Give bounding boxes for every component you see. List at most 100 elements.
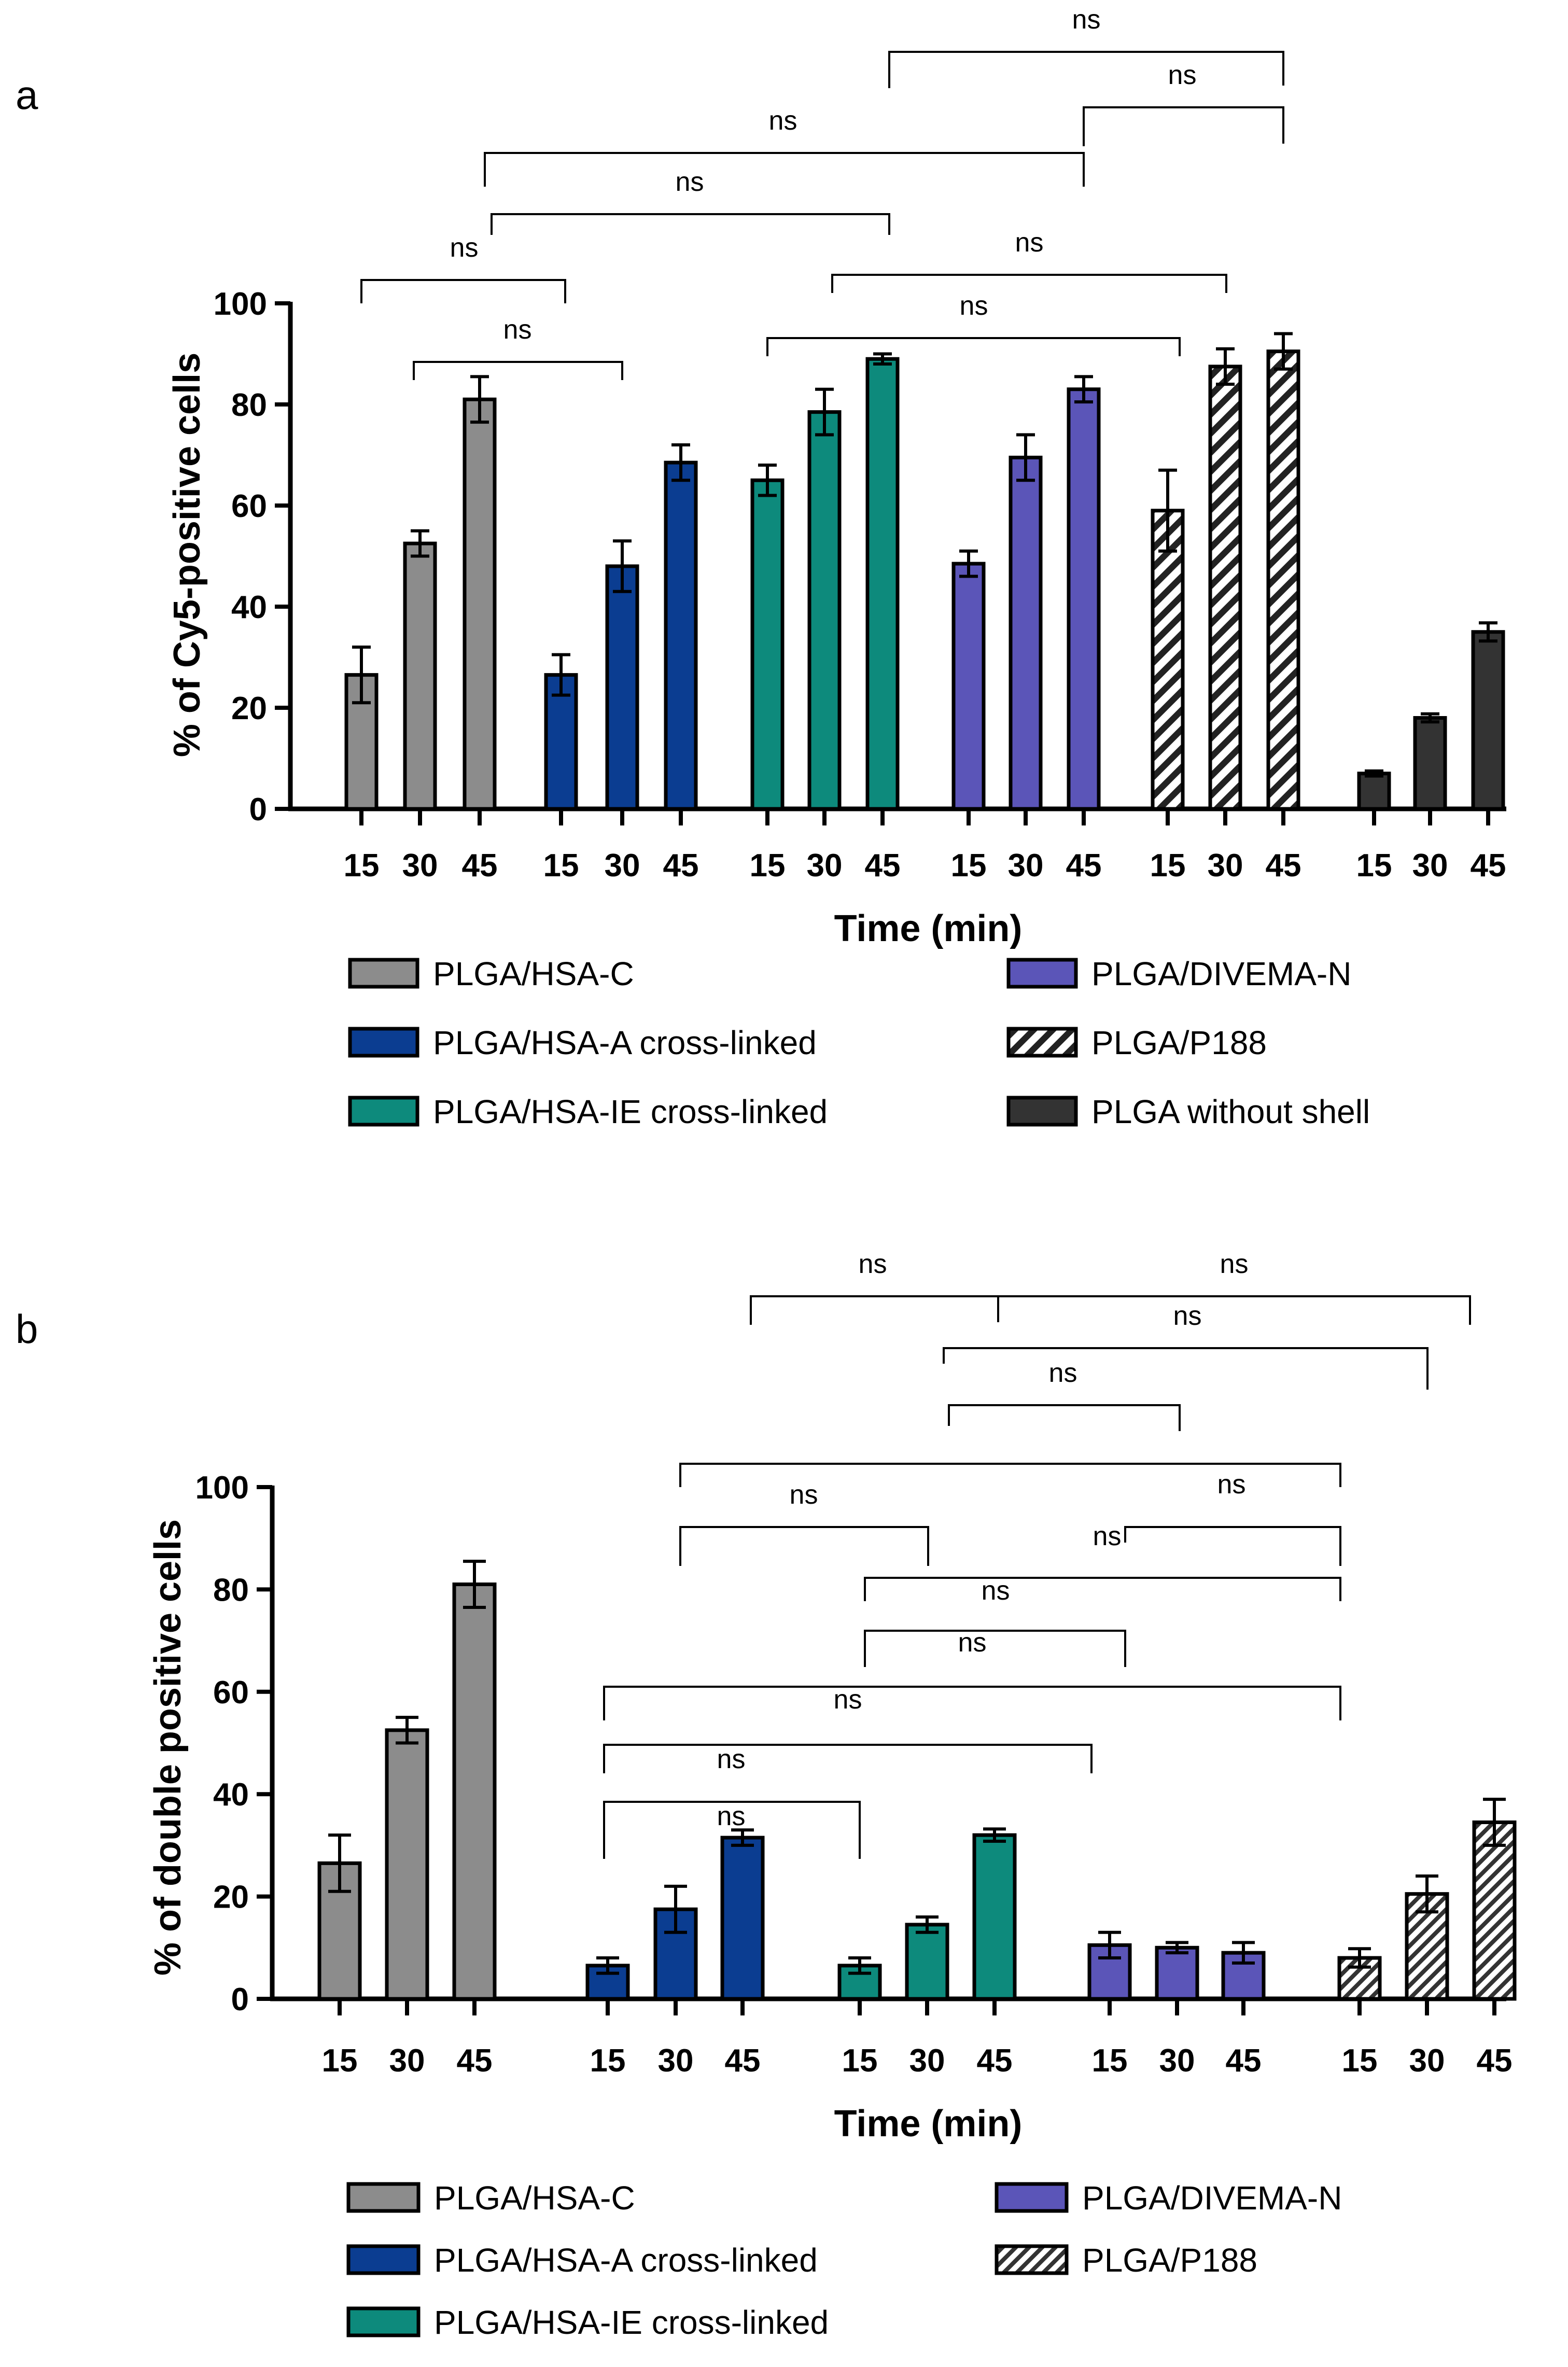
x-tick-label: 30 [658, 2043, 694, 2079]
significance-bracket [864, 1630, 1126, 1667]
x-tick-label: 30 [807, 848, 843, 884]
significance-bracket [750, 1295, 1471, 1325]
significance-bracket [484, 152, 1085, 187]
legend-swatch [1006, 958, 1078, 989]
legend-label: PLGA/HSA-IE cross-linked [433, 1093, 828, 1130]
x-tick-label: 15 [322, 2043, 358, 2079]
y-tick-label: 80 [213, 1572, 249, 1608]
legend-swatch [348, 1027, 419, 1058]
legend-swatch [348, 958, 419, 989]
significance-label: ns [676, 167, 704, 197]
y-tick-label: 60 [231, 488, 267, 524]
bar [1357, 772, 1391, 811]
y-tick-label: 100 [214, 286, 267, 322]
x-tick-label: 15 [1356, 848, 1392, 884]
y-tick-label: 0 [249, 792, 267, 828]
bar [403, 541, 437, 811]
legend-swatch [995, 2244, 1069, 2275]
y-tick-label: 60 [213, 1675, 249, 1711]
legend-swatch [346, 2244, 421, 2275]
x-tick-label: 30 [1412, 848, 1448, 884]
significance-bracket [948, 1404, 1181, 1431]
x-tick-label: 45 [1266, 848, 1301, 884]
legend-label: PLGA/HSA-A cross-linked [434, 2242, 818, 2279]
bar [1266, 349, 1300, 811]
significance-bracket [1124, 1526, 1341, 1566]
bar [905, 1923, 949, 2001]
x-tick-label: 15 [1342, 2043, 1378, 2079]
x-tick-label: 30 [605, 848, 640, 884]
significance-label: ns [1173, 1301, 1202, 1331]
significance-bracket [943, 1347, 1429, 1390]
legend-label: PLGA/HSA-A cross-linked [433, 1024, 817, 1061]
significance-bracket [603, 1744, 1093, 1773]
y-axis-title: % of double positive cells [147, 1519, 189, 1976]
y-tick-label: 40 [213, 1777, 249, 1813]
significance-label: ns [450, 233, 479, 263]
x-tick-label: 45 [663, 848, 699, 884]
x-tick-label: 30 [1208, 848, 1243, 884]
x-tick-label: 15 [590, 2043, 626, 2079]
significance-label: ns [790, 1480, 818, 1510]
significance-label: ns [1015, 228, 1044, 258]
x-tick-label: 30 [402, 848, 438, 884]
significance-bracket [491, 213, 890, 235]
legend-label: PLGA/HSA-C [433, 955, 634, 992]
bar [1208, 365, 1242, 811]
x-tick-label: 45 [1471, 848, 1506, 884]
y-tick-label: 80 [231, 387, 267, 423]
legend-swatch [1006, 1027, 1078, 1058]
legend-swatch [346, 2182, 421, 2213]
bar [1151, 509, 1185, 811]
panel-b: b 0 20 40 60 80 100% of double positive cells T… [16, 1249, 1517, 2341]
significance-label: ns [1220, 1249, 1249, 1279]
significance-bracket [679, 1526, 929, 1566]
x-tick-label: 15 [842, 2043, 878, 2079]
x-tick-label: 15 [1092, 2043, 1128, 2079]
significance-label: ns [982, 1576, 1010, 1606]
bar [1472, 1820, 1517, 2001]
x-axis-title: Time (min) [834, 2103, 1023, 2145]
x-tick-label: 45 [1226, 2043, 1262, 2079]
significance-label: ns [769, 106, 797, 136]
legend-label: PLGA/HSA-C [434, 2179, 635, 2217]
bar [1067, 387, 1101, 811]
legend-label: PLGA without shell [1091, 1093, 1370, 1130]
x-tick-label: 30 [909, 2043, 945, 2079]
x-tick-label: 45 [457, 2043, 493, 2079]
significance-bracket [360, 279, 566, 303]
significance-label: ns [1217, 1469, 1246, 1500]
legend-swatch [1006, 1096, 1078, 1127]
bar [605, 564, 639, 811]
x-tick-label: 15 [1150, 848, 1186, 884]
significance-bracket [1083, 106, 1284, 146]
bar [720, 1836, 765, 2001]
bar [1413, 716, 1447, 811]
x-tick-label: 30 [1159, 2043, 1195, 2079]
y-tick-label: 40 [231, 590, 267, 625]
x-tick-label: 15 [344, 848, 380, 884]
significance-bracket [766, 337, 1181, 356]
panel-letter: a [16, 72, 38, 118]
y-axis-title: % of Cy5-positive cells [166, 353, 208, 757]
significance-label: ns [1072, 5, 1101, 35]
legend-label: PLGA/HSA-IE cross-linked [434, 2304, 829, 2341]
x-tick-label: 15 [951, 848, 987, 884]
bar [1009, 455, 1043, 811]
legend-label: PLGA/P188 [1082, 2242, 1257, 2279]
panel-letter: b [16, 1306, 38, 1352]
x-tick-label: 30 [1409, 2043, 1445, 2079]
legend-label: PLGA/P188 [1091, 1024, 1267, 1061]
significance-label: ns [503, 315, 532, 345]
significance-label: ns [1168, 60, 1197, 90]
significance-bracket [679, 1463, 1341, 1487]
x-tick-label: 45 [865, 848, 901, 884]
significance-bracket [603, 1801, 861, 1859]
significance-bracket [831, 274, 1227, 293]
significance-label: ns [960, 291, 988, 321]
legend-swatch [995, 2182, 1069, 2213]
significance-label: ns [859, 1249, 887, 1279]
x-tick-label: 15 [543, 848, 579, 884]
bar [664, 460, 698, 811]
bar [1155, 1945, 1199, 2001]
